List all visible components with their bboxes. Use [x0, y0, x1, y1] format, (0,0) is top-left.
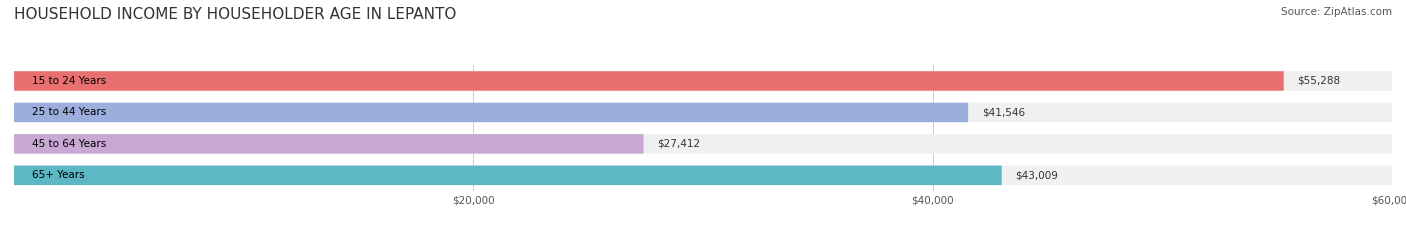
- Text: $27,412: $27,412: [658, 139, 700, 149]
- Text: 65+ Years: 65+ Years: [32, 170, 84, 180]
- Text: $43,009: $43,009: [1015, 170, 1059, 180]
- FancyBboxPatch shape: [14, 134, 1392, 154]
- Text: HOUSEHOLD INCOME BY HOUSEHOLDER AGE IN LEPANTO: HOUSEHOLD INCOME BY HOUSEHOLDER AGE IN L…: [14, 7, 457, 22]
- Text: 25 to 44 Years: 25 to 44 Years: [32, 107, 107, 117]
- Text: $55,288: $55,288: [1298, 76, 1341, 86]
- FancyBboxPatch shape: [14, 103, 969, 122]
- FancyBboxPatch shape: [14, 134, 644, 154]
- Text: Source: ZipAtlas.com: Source: ZipAtlas.com: [1281, 7, 1392, 17]
- FancyBboxPatch shape: [14, 71, 1284, 91]
- FancyBboxPatch shape: [14, 166, 1001, 185]
- FancyBboxPatch shape: [14, 71, 1392, 91]
- Text: 45 to 64 Years: 45 to 64 Years: [32, 139, 107, 149]
- FancyBboxPatch shape: [14, 103, 1392, 122]
- Text: $41,546: $41,546: [981, 107, 1025, 117]
- Text: 15 to 24 Years: 15 to 24 Years: [32, 76, 107, 86]
- FancyBboxPatch shape: [14, 166, 1392, 185]
